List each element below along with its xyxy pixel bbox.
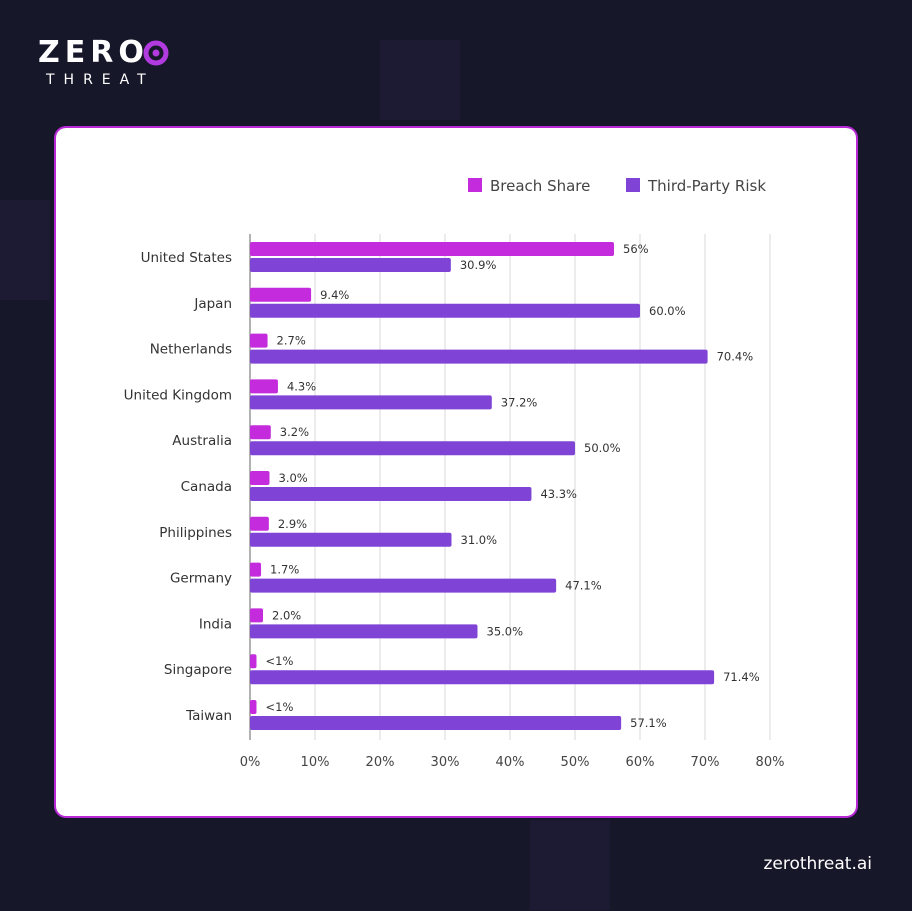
data-label: 3.2% bbox=[280, 425, 309, 439]
data-label: 60.0% bbox=[649, 304, 686, 318]
logo-zero: ZERO bbox=[38, 35, 149, 70]
data-label: 1.7% bbox=[270, 563, 299, 577]
bar bbox=[250, 670, 715, 685]
bg-square bbox=[530, 820, 610, 910]
category-label: Taiwan bbox=[185, 708, 232, 724]
data-label: <1% bbox=[266, 654, 294, 668]
bar bbox=[250, 624, 478, 639]
bar bbox=[250, 287, 312, 302]
category-label: Germany bbox=[170, 571, 232, 587]
bar bbox=[250, 471, 270, 485]
bar bbox=[250, 349, 708, 364]
category-label: United Kingdom bbox=[124, 387, 232, 403]
category-label: Australia bbox=[172, 433, 232, 449]
category-label: Netherlands bbox=[150, 342, 232, 358]
bar bbox=[250, 258, 451, 272]
data-label: <1% bbox=[266, 700, 294, 714]
category-label: United States bbox=[141, 250, 232, 266]
data-label: 4.3% bbox=[287, 379, 316, 393]
data-label: 47.1% bbox=[565, 579, 602, 593]
data-label: 57.1% bbox=[630, 716, 667, 730]
data-label: 71.4% bbox=[723, 670, 760, 684]
bar bbox=[250, 532, 452, 547]
data-label: 2.7% bbox=[277, 334, 306, 348]
legend-label: Breach Share bbox=[490, 177, 590, 195]
data-label: 2.9% bbox=[278, 517, 307, 531]
website-label: zerothreat.ai bbox=[763, 854, 872, 874]
data-label: 37.2% bbox=[501, 395, 538, 409]
x-tick-label: 10% bbox=[301, 755, 330, 770]
category-label: Singapore bbox=[164, 662, 232, 678]
category-label: Philippines bbox=[159, 525, 232, 541]
x-tick-label: 60% bbox=[626, 755, 655, 770]
bar bbox=[250, 441, 575, 456]
data-label: 70.4% bbox=[717, 350, 754, 364]
category-label: India bbox=[199, 616, 232, 632]
logo-threat: THREAT bbox=[46, 72, 155, 88]
data-label: 9.4% bbox=[320, 288, 349, 302]
bar bbox=[250, 242, 614, 256]
bar bbox=[250, 333, 268, 348]
x-tick-label: 20% bbox=[366, 755, 395, 770]
legend-swatch bbox=[626, 178, 640, 192]
data-label: 35.0% bbox=[487, 624, 524, 638]
logo-o-dot-icon bbox=[152, 49, 160, 57]
x-tick-label: 70% bbox=[691, 755, 720, 770]
legend-swatch bbox=[468, 178, 482, 192]
x-tick-label: 40% bbox=[496, 755, 525, 770]
logo-o-icon bbox=[143, 40, 169, 66]
logo: ZERO THREAT bbox=[38, 35, 178, 89]
data-label: 31.0% bbox=[461, 533, 498, 547]
x-tick-label: 80% bbox=[756, 755, 785, 770]
bar bbox=[250, 395, 492, 410]
bar bbox=[250, 516, 269, 531]
legend-label: Third-Party Risk bbox=[647, 177, 766, 195]
bar bbox=[250, 303, 640, 318]
x-tick-label: 30% bbox=[431, 755, 460, 770]
data-label: 3.0% bbox=[279, 471, 308, 485]
bar bbox=[250, 700, 257, 714]
category-label: Japan bbox=[193, 296, 232, 312]
bg-square bbox=[380, 40, 460, 120]
bar bbox=[250, 379, 278, 394]
bar bbox=[250, 562, 262, 577]
bar bbox=[250, 578, 557, 593]
data-label: 43.3% bbox=[540, 487, 577, 501]
data-label: 50.0% bbox=[584, 441, 621, 455]
bg-square bbox=[0, 200, 50, 300]
category-label: Canada bbox=[181, 479, 232, 495]
bar bbox=[250, 487, 532, 501]
x-tick-label: 50% bbox=[561, 755, 590, 770]
data-label: 2.0% bbox=[272, 608, 301, 622]
bar bbox=[250, 716, 622, 730]
data-label: 30.9% bbox=[460, 258, 497, 272]
x-tick-label: 0% bbox=[240, 755, 261, 770]
bar bbox=[250, 608, 263, 623]
data-label: 56% bbox=[623, 242, 649, 256]
bar bbox=[250, 425, 271, 440]
bar bbox=[250, 654, 257, 669]
